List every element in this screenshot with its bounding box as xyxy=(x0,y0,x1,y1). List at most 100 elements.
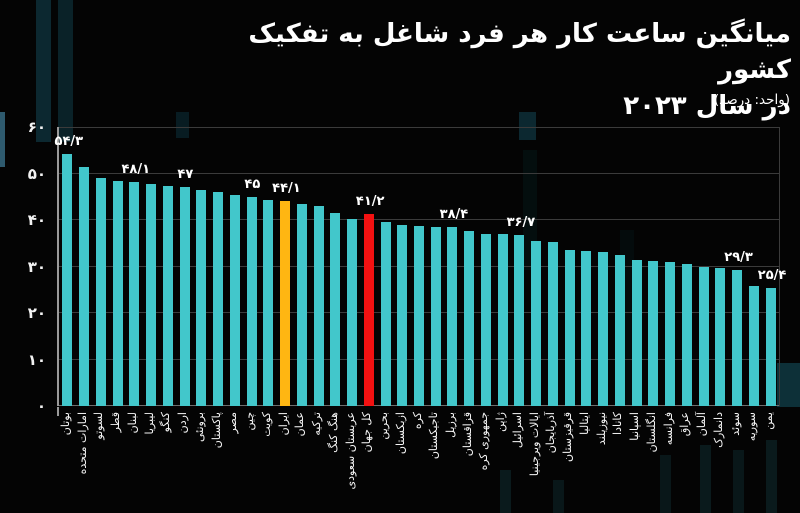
bar-country xyxy=(263,200,274,406)
background-streak xyxy=(733,450,744,513)
bar-country xyxy=(430,226,441,406)
bar-country xyxy=(564,250,575,406)
background-streak xyxy=(660,455,671,513)
y-tick-label: ۴۰ xyxy=(27,211,46,229)
bar-value-label: ۲۵/۴ xyxy=(757,267,787,283)
background-streak xyxy=(766,440,777,513)
bar-country xyxy=(581,251,592,406)
bar-country xyxy=(313,206,324,406)
bar-country xyxy=(698,266,709,406)
x-tick-label: جمهوری کره xyxy=(477,412,491,471)
bar-country xyxy=(631,260,642,406)
x-tick-label: برزیل xyxy=(443,412,457,438)
x-tick-label: عمان xyxy=(293,412,307,437)
bar-value-label: ۴۵ xyxy=(244,176,261,192)
x-tick-label: قطر xyxy=(109,412,123,433)
bar-value-label: ۲۹/۳ xyxy=(724,249,753,265)
y-tick-mark xyxy=(57,221,59,230)
y-tick-mark xyxy=(57,407,59,416)
bar-country xyxy=(246,196,257,406)
bar-country xyxy=(480,233,491,406)
x-tick-label: هنگ کنگ xyxy=(326,412,340,453)
bar-country xyxy=(79,167,90,406)
x-tick-label: آلمان xyxy=(695,412,709,437)
bar-country xyxy=(179,187,190,406)
bar-country xyxy=(129,182,140,406)
background-streak xyxy=(58,0,73,142)
x-tick-label: ژاپن xyxy=(494,412,508,432)
y-tick-label: ۵۰ xyxy=(27,164,46,183)
bar-country xyxy=(598,252,609,406)
x-tick-label: عربستان سعودی xyxy=(343,412,357,490)
bar-country xyxy=(380,221,391,406)
bar-country xyxy=(162,185,173,406)
bar-iran xyxy=(280,200,291,406)
x-tick-label: لیبریا xyxy=(142,412,156,435)
x-tick-label: لسوتو xyxy=(92,412,106,440)
x-tick-label: اردن xyxy=(176,412,190,434)
bar-value-label: ۴۷ xyxy=(177,167,194,183)
bar-value-label: ۴۴/۱ xyxy=(272,180,301,196)
bar-country xyxy=(614,255,625,406)
bar-country xyxy=(681,264,692,406)
x-tick-label: ترکیه xyxy=(310,412,324,436)
bar-country xyxy=(146,183,157,406)
x-tick-label: سوریه xyxy=(745,412,759,442)
bar-country xyxy=(514,235,525,406)
y-tick-mark xyxy=(57,174,59,184)
x-tick-label: ایتالیا xyxy=(577,412,591,435)
x-tick-label: ایالات ویرجینیا xyxy=(527,412,541,477)
bar-country xyxy=(213,191,224,406)
bar-country xyxy=(464,231,475,406)
bar-country xyxy=(715,268,726,406)
x-tick-label: کل جهان xyxy=(360,412,374,453)
y-tick-mark xyxy=(57,314,59,323)
x-tick-label: ازبکستان xyxy=(393,412,407,455)
gridline-40 xyxy=(59,219,779,220)
y-axis: ۰ ۱۰ ۲۰ ۳۰ ۴۰ ۵۰ ۶۰ xyxy=(0,118,50,415)
bar-world xyxy=(363,214,374,406)
x-tick-label: چین xyxy=(243,412,257,431)
background-streak xyxy=(500,470,511,513)
bar-country xyxy=(497,234,508,406)
x-tick-label: اسرائیل xyxy=(510,412,524,449)
bar-value-label: ۳۸/۴ xyxy=(439,207,469,223)
background-streak xyxy=(700,445,711,513)
x-tick-label: پاکستان xyxy=(209,412,223,449)
chart-unit-note: (واحد: درصد) xyxy=(713,92,790,108)
x-tick-label: کره xyxy=(410,412,424,430)
gridline-50 xyxy=(59,172,779,174)
x-tick-label: قزاقستان xyxy=(460,412,474,457)
bar-value-label: ۳۶/۷ xyxy=(506,215,536,231)
bar-country xyxy=(447,227,458,406)
x-tick-label: تاجیکستان xyxy=(427,412,441,460)
x-tick-label: مصر xyxy=(226,412,240,434)
x-tick-label: عراق xyxy=(678,412,692,437)
x-tick-label: لبنان xyxy=(125,412,139,434)
bar-country xyxy=(748,285,759,406)
x-tick-label: آذربایجان xyxy=(544,412,558,454)
bar-value-label: ۴۱/۲ xyxy=(355,194,385,210)
x-tick-label: بحرین xyxy=(377,412,390,440)
y-tick-label: ۳۰ xyxy=(27,257,46,276)
background-streak xyxy=(777,363,800,407)
y-tick-mark xyxy=(57,128,59,137)
y-tick-mark xyxy=(57,360,59,370)
bar-country xyxy=(732,269,743,406)
y-tick-label: ۱۰ xyxy=(27,350,46,369)
bar-country xyxy=(296,203,307,406)
bar-country xyxy=(62,153,73,406)
bar-country xyxy=(112,180,123,406)
chart-title: میانگین ساعت کار هر فرد شاغل به تفکیک کش… xyxy=(191,16,791,124)
x-tick-label: بوتان xyxy=(58,412,72,436)
bar-country xyxy=(531,241,542,406)
bar-country xyxy=(347,219,358,406)
x-tick-label: کانادا xyxy=(611,412,625,435)
bar-country xyxy=(765,287,776,406)
x-tick-label: انگلستان xyxy=(644,412,658,453)
x-tick-label: کنگو xyxy=(159,412,173,433)
bar-country xyxy=(414,226,424,406)
bar-country xyxy=(665,261,676,406)
bar-country xyxy=(95,178,106,406)
